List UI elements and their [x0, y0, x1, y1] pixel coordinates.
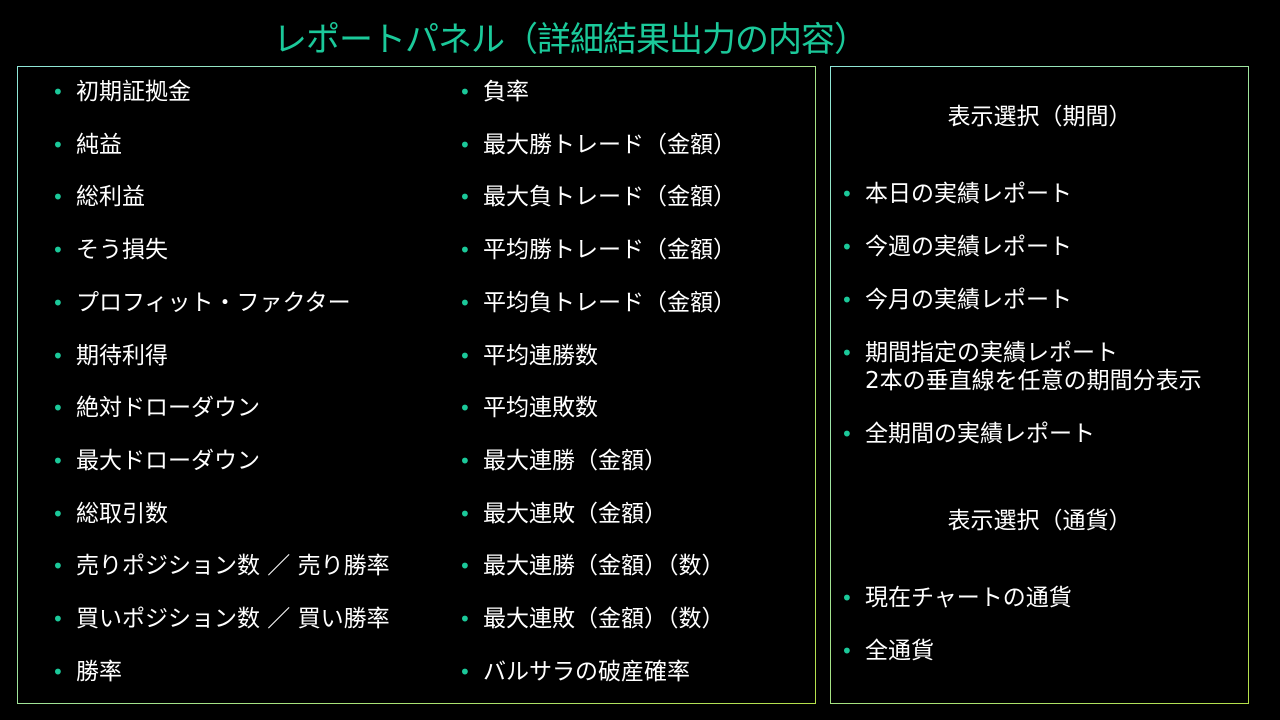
list-item: • バルサラの破産確率	[459, 658, 690, 686]
list-item: • 平均勝トレード（金額）	[459, 236, 736, 264]
report-items-panel: • 初期証拠金 • 純益 • 総利益 • そう損失 • プロフィット・ファクター • 期待利得 • 絶対ド…	[17, 66, 816, 704]
list-item-label: 平均連勝数	[483, 342, 598, 369]
bullet-icon: •	[841, 235, 853, 259]
list-item-label: 最大連敗（金額）	[483, 500, 667, 527]
bullet-icon: •	[52, 396, 64, 421]
list-item-label: 期待利得	[76, 342, 168, 369]
list-item-label: 現在チャートの通貨	[865, 585, 1072, 611]
bullet-icon: •	[459, 659, 471, 684]
list-item: • 初期証拠金	[52, 78, 191, 106]
bullet-icon: •	[52, 185, 64, 210]
bullet-icon: •	[841, 639, 853, 663]
period-option: • 今月の実績レポート	[841, 286, 1072, 314]
list-item-label: 総利益	[76, 184, 145, 211]
list-item: • 最大連勝（金額）（数）	[459, 552, 725, 580]
bullet-icon: •	[841, 341, 853, 365]
list-item-label: 平均負トレード（金額）	[483, 289, 736, 316]
page-title: レポートパネル（詳細結果出力の内容）	[273, 20, 868, 60]
bullet-icon: •	[459, 185, 471, 210]
list-item-label: そう損失	[76, 237, 168, 264]
list-item: • 絶対ドローダウン	[52, 394, 260, 422]
bullet-icon: •	[841, 182, 853, 206]
list-item-label: 最大ドローダウン	[76, 447, 260, 474]
currency-option: • 全通貨	[841, 637, 934, 665]
list-item-label: 平均勝トレード（金額）	[483, 237, 736, 264]
bullet-icon: •	[52, 607, 64, 631]
bullet-icon: •	[459, 396, 471, 421]
period-option: • 期間指定の実績レポート 2本の垂直線を任意の期間分表示	[841, 339, 1202, 395]
bullet-icon: •	[841, 422, 853, 446]
period-option-note: 2本の垂直線を任意の期間分表示	[865, 368, 1202, 394]
bullet-icon: •	[52, 554, 64, 579]
list-item-label: 負率	[483, 79, 529, 105]
list-item-label: バルサラの破産確率	[483, 658, 690, 685]
bullet-icon: •	[52, 290, 64, 315]
list-item-label: 純益	[76, 131, 122, 158]
bullet-icon: •	[459, 554, 471, 579]
list-item: • 買いポジション数 ／ 買い勝率	[52, 605, 390, 633]
list-item-label: 総取引数	[76, 500, 168, 527]
list-item-label: 全期間の実績レポート	[865, 421, 1095, 447]
list-item: • 勝率	[52, 658, 122, 686]
list-item: • 純益	[52, 131, 122, 159]
list-item-label: 平均連敗数	[483, 395, 598, 422]
list-item-label: 初期証拠金	[76, 79, 191, 105]
list-item-label: 買いポジション数 ／ 買い勝率	[76, 606, 390, 632]
list-item-label: プロフィット・ファクター	[76, 289, 351, 316]
list-item: • 最大負トレード（金額）	[459, 183, 736, 211]
period-option: • 本日の実績レポート	[841, 180, 1072, 208]
list-item: • プロフィット・ファクター	[52, 289, 351, 317]
bullet-icon: •	[52, 659, 64, 684]
list-item: • 最大連勝（金額）	[459, 447, 667, 475]
list-item-label: 今月の実績レポート	[865, 287, 1072, 313]
list-item: • 最大連敗（金額）	[459, 500, 667, 528]
bullet-icon: •	[459, 448, 471, 473]
list-item-label: 最大連勝（金額）（数）	[483, 553, 725, 580]
list-item-label: 本日の実績レポート	[865, 181, 1072, 207]
bullet-icon: •	[459, 80, 471, 104]
list-item-label: 全通貨	[865, 638, 934, 664]
list-item: • 総取引数	[52, 500, 168, 528]
bullet-icon: •	[52, 132, 64, 157]
bullet-icon: •	[841, 288, 853, 312]
bullet-icon: •	[459, 607, 471, 631]
list-item-label: 今週の実績レポート	[865, 234, 1072, 260]
bullet-icon: •	[52, 448, 64, 473]
list-item: • 平均連敗数	[459, 394, 598, 422]
bullet-icon: •	[52, 343, 64, 368]
list-item-label: 最大連勝（金額）	[483, 447, 667, 474]
list-item: • 平均連勝数	[459, 342, 598, 370]
display-selection-panel: 表示選択（期間） • 本日の実績レポート • 今週の実績レポート • 今月の実績レポート •…	[830, 66, 1249, 704]
bullet-icon: •	[459, 343, 471, 368]
bullet-icon: •	[52, 80, 64, 104]
list-item: • 最大連敗（金額）（数）	[459, 605, 725, 633]
bullet-icon: •	[459, 238, 471, 263]
list-item-label: 勝率	[76, 658, 122, 685]
bullet-icon: •	[459, 132, 471, 157]
currency-option: • 現在チャートの通貨	[841, 584, 1072, 612]
list-item: • 期待利得	[52, 342, 168, 370]
list-item-label: 最大勝トレード（金額）	[483, 131, 736, 158]
bullet-icon: •	[459, 290, 471, 315]
bullet-icon: •	[52, 238, 64, 263]
list-item: • 平均負トレード（金額）	[459, 289, 736, 317]
list-item-label: 絶対ドローダウン	[76, 395, 260, 422]
list-item: • そう損失	[52, 236, 168, 264]
period-heading: 表示選択（期間）	[947, 104, 1132, 130]
list-item: • 売りポジション数 ／ 売り勝率	[52, 552, 390, 580]
list-item-label: 期間指定の実績レポート	[865, 340, 1118, 366]
currency-heading: 表示選択（通貨）	[947, 508, 1132, 534]
list-item: • 総利益	[52, 183, 145, 211]
list-item: • 最大ドローダウン	[52, 447, 260, 475]
bullet-icon: •	[841, 586, 853, 610]
period-option: • 今週の実績レポート	[841, 233, 1072, 261]
list-item-label: 最大負トレード（金額）	[483, 184, 736, 211]
list-item: • 負率	[459, 78, 529, 106]
bullet-icon: •	[459, 501, 471, 526]
list-item-label: 売りポジション数 ／ 売り勝率	[76, 553, 390, 580]
bullet-icon: •	[52, 501, 64, 526]
list-item: • 最大勝トレード（金額）	[459, 131, 736, 159]
list-item-label: 最大連敗（金額）（数）	[483, 606, 725, 632]
period-option: • 全期間の実績レポート	[841, 420, 1095, 448]
